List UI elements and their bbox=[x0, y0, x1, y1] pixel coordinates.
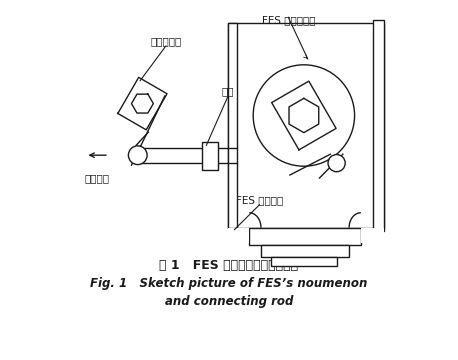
Text: FES 本体输出轴: FES 本体输出轴 bbox=[262, 15, 315, 25]
Bar bbox=[361, 228, 384, 243]
Bar bbox=[228, 228, 249, 243]
Bar bbox=[261, 246, 349, 257]
Text: FES 本体外壳: FES 本体外壳 bbox=[236, 195, 283, 205]
Text: 图 1   FES 本体及连杆侧视示意图: 图 1 FES 本体及连杆侧视示意图 bbox=[159, 260, 299, 273]
Bar bbox=[202, 142, 218, 170]
Circle shape bbox=[328, 154, 345, 172]
Bar bbox=[228, 23, 384, 228]
Text: Fig. 1   Sketch picture of FES’s noumenon: Fig. 1 Sketch picture of FES’s noumenon bbox=[90, 277, 368, 290]
Bar bbox=[373, 20, 384, 231]
Text: 合闸方向: 合闸方向 bbox=[85, 173, 109, 183]
Text: 机构输出轴: 机构输出轴 bbox=[150, 36, 181, 46]
Text: 连杆: 连杆 bbox=[222, 86, 234, 96]
Text: and connecting rod: and connecting rod bbox=[165, 295, 293, 308]
Circle shape bbox=[128, 146, 147, 165]
Bar bbox=[228, 23, 237, 228]
Bar bbox=[249, 228, 361, 246]
Bar bbox=[271, 257, 338, 266]
Circle shape bbox=[253, 65, 354, 166]
